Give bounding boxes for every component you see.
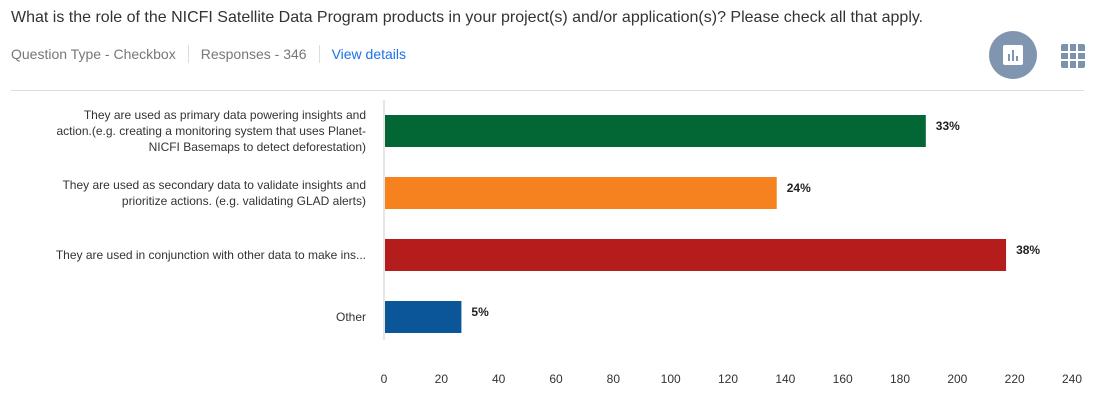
bar <box>385 239 1007 271</box>
category-label: NICFI Basemaps to detect deforestation) <box>149 140 366 154</box>
view-details-link[interactable]: View details <box>331 46 407 62</box>
responses-count: Responses - 346 <box>200 46 307 62</box>
question-type: Question Type - Checkbox <box>11 46 176 62</box>
data-label: 24% <box>787 181 811 195</box>
chart-view-button[interactable] <box>989 31 1037 79</box>
x-tick-label: 180 <box>890 372 910 386</box>
bar <box>385 115 926 147</box>
x-tick-label: 220 <box>1005 372 1025 386</box>
data-label: 38% <box>1016 243 1040 257</box>
x-tick-label: 100 <box>661 372 681 386</box>
question-meta: Question Type - Checkbox Responses - 346… <box>11 45 406 63</box>
x-tick-label: 240 <box>1062 372 1082 386</box>
question-title: What is the role of the NICFI Satellite … <box>11 9 924 26</box>
data-label: 33% <box>936 119 960 133</box>
x-tick-label: 80 <box>607 372 621 386</box>
category-label: action.(e.g. creating a monitoring syste… <box>57 124 367 138</box>
x-tick-label: 20 <box>435 372 449 386</box>
category-label: They are used as primary data powering i… <box>84 108 366 122</box>
divider <box>187 45 189 63</box>
bar <box>385 301 462 333</box>
x-tick-label: 160 <box>833 372 853 386</box>
category-label: They are used in conjunction with other … <box>56 248 366 262</box>
x-tick-label: 60 <box>549 372 563 386</box>
divider <box>318 45 320 63</box>
table-view-button[interactable] <box>1060 43 1086 74</box>
category-label: They are used as secondary data to valid… <box>62 178 366 192</box>
x-tick-label: 140 <box>775 372 795 386</box>
x-tick-label: 40 <box>492 372 506 386</box>
category-label: prioritize actions. (e.g. validating GLA… <box>122 194 366 208</box>
bar-chart-icon <box>1003 45 1023 65</box>
x-tick-label: 0 <box>381 372 388 386</box>
data-label: 5% <box>471 305 489 319</box>
x-tick-label: 200 <box>947 372 967 386</box>
x-tick-label: 120 <box>718 372 738 386</box>
grid-icon <box>1061 44 1085 68</box>
bar <box>385 177 777 209</box>
divider <box>11 90 1084 91</box>
category-label: Other <box>336 310 366 324</box>
